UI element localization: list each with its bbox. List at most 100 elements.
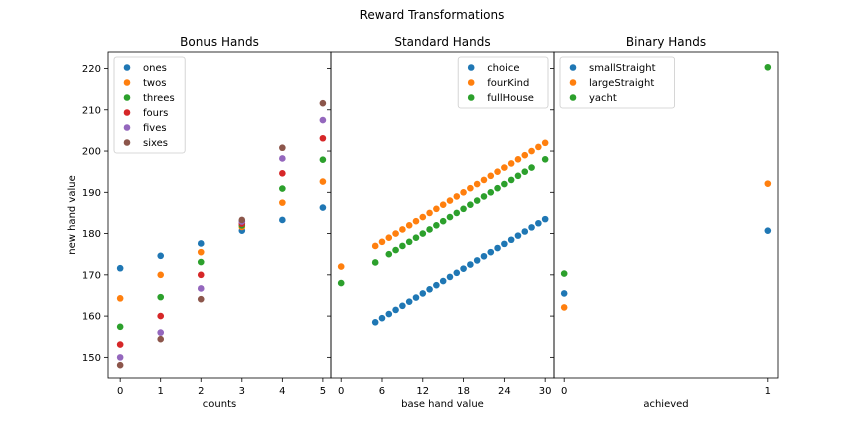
data-point xyxy=(405,298,413,305)
data-point xyxy=(116,361,124,369)
data-point xyxy=(521,228,529,235)
legend-label: fours xyxy=(143,108,168,119)
data-point xyxy=(507,176,515,184)
data-point xyxy=(541,155,549,163)
data-point xyxy=(535,143,542,151)
data-point xyxy=(385,250,393,258)
data-point xyxy=(433,205,440,213)
x-axis-label: achieved xyxy=(643,399,688,410)
data-point xyxy=(460,189,467,196)
data-point xyxy=(279,199,286,206)
data-point xyxy=(337,279,345,287)
x-tick-label: 24 xyxy=(498,386,511,397)
data-point xyxy=(453,193,461,200)
data-point xyxy=(157,252,165,260)
data-point xyxy=(238,216,246,224)
data-point xyxy=(467,184,474,192)
x-tick-label: 30 xyxy=(539,386,552,397)
data-point xyxy=(279,155,286,162)
legend-label: largeStraight xyxy=(589,78,654,89)
legend-box xyxy=(457,56,549,109)
legend: ones twos threes fours fives sixes xyxy=(113,56,186,154)
y-tick-label: 170 xyxy=(82,270,101,281)
data-point xyxy=(494,244,501,252)
panel-title: Binary Hands xyxy=(626,35,706,49)
data-point xyxy=(197,258,205,266)
data-point xyxy=(157,293,165,301)
x-tick-label: 0 xyxy=(338,386,344,397)
data-point xyxy=(467,261,474,268)
x-tick-label: 6 xyxy=(379,386,385,397)
y-tick-label: 150 xyxy=(82,353,101,364)
data-point xyxy=(501,240,508,248)
legend-box xyxy=(559,56,675,109)
y-tick-label: 210 xyxy=(82,105,101,116)
data-point xyxy=(385,310,393,318)
data-point xyxy=(385,234,393,241)
legend-marker xyxy=(123,79,131,86)
data-point xyxy=(412,217,420,225)
data-point xyxy=(319,156,327,164)
panel-1: Standard Hands 0 6 12 18 24 30 base hand value c… xyxy=(327,35,555,410)
data-point xyxy=(157,335,165,343)
data-point xyxy=(378,314,386,322)
x-tick-label: 18 xyxy=(457,386,470,397)
data-point xyxy=(405,222,413,229)
data-point xyxy=(535,219,542,227)
data-point xyxy=(507,160,515,167)
series-fives xyxy=(116,116,327,361)
series-largeStraight xyxy=(560,180,772,311)
data-point xyxy=(501,180,508,188)
x-tick-label: 2 xyxy=(198,386,204,397)
data-point xyxy=(319,204,327,211)
data-point xyxy=(116,341,124,348)
data-point xyxy=(279,170,286,177)
data-point xyxy=(279,185,286,192)
plot-frame xyxy=(553,51,779,379)
data-point xyxy=(433,281,440,289)
legend-label: smallStraight xyxy=(589,63,656,74)
data-point xyxy=(392,230,399,237)
series-choice xyxy=(371,215,549,326)
data-point xyxy=(446,273,454,281)
data-point xyxy=(439,217,447,225)
data-point xyxy=(507,236,515,244)
data-point xyxy=(764,227,772,234)
x-axis-label: base hand value xyxy=(401,399,484,410)
y-tick-label: 200 xyxy=(82,147,101,158)
series-smallStraight xyxy=(560,227,772,297)
x-tick-label: 1 xyxy=(765,386,771,397)
data-point xyxy=(460,265,467,272)
data-point xyxy=(467,201,474,208)
legend-marker xyxy=(569,94,577,101)
data-point xyxy=(426,226,433,233)
data-point xyxy=(528,164,535,171)
data-point xyxy=(521,151,529,159)
data-point xyxy=(480,176,488,184)
legend-label: yacht xyxy=(589,93,617,104)
legend-label: fullHouse xyxy=(487,93,534,104)
data-point xyxy=(439,277,447,285)
data-point xyxy=(279,216,286,224)
data-point xyxy=(371,318,379,326)
data-point xyxy=(426,285,433,293)
data-point xyxy=(494,168,501,175)
x-tick-label: 1 xyxy=(158,386,164,397)
legend-marker xyxy=(467,79,475,86)
y-tick-label: 220 xyxy=(82,64,101,75)
data-point xyxy=(501,164,508,171)
y-tick-label: 190 xyxy=(82,188,101,199)
data-point xyxy=(514,155,522,163)
figure-title: Reward Transformations xyxy=(360,8,505,22)
data-point xyxy=(419,230,427,237)
data-point xyxy=(528,147,535,155)
data-point xyxy=(392,306,399,314)
x-tick-label: 12 xyxy=(416,386,429,397)
data-point xyxy=(412,294,420,301)
data-point xyxy=(446,213,454,221)
panel-title: Standard Hands xyxy=(394,35,490,49)
panel-2: Binary Hands 0 1 achieved smallStraight large… xyxy=(550,35,779,410)
data-point xyxy=(399,302,406,310)
data-point xyxy=(453,209,461,217)
